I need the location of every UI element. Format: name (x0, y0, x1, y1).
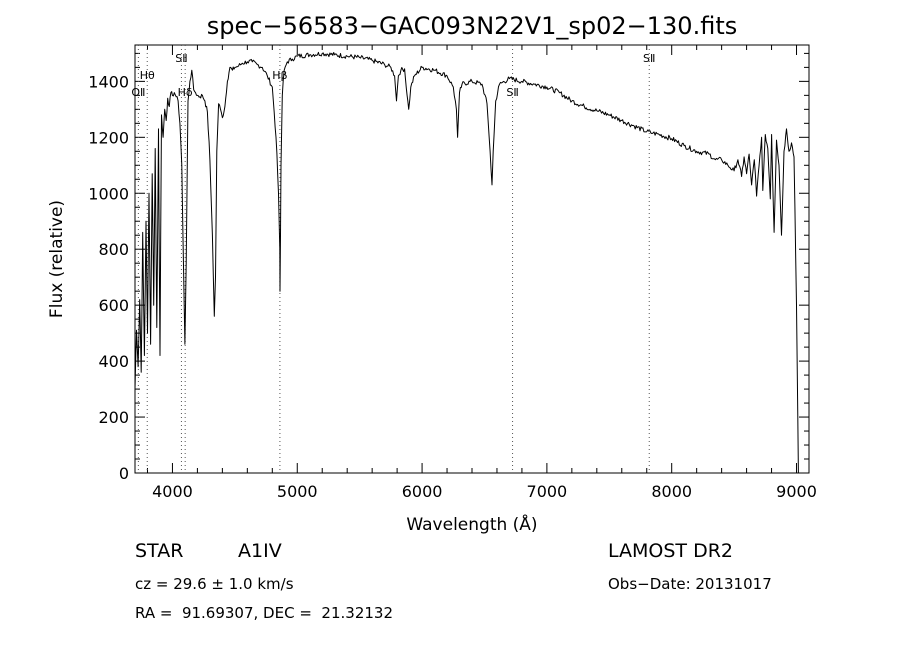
x-tick-label: 4000 (152, 482, 193, 501)
survey-name: LAMOST DR2 (608, 540, 733, 562)
x-tick-label: 6000 (402, 482, 443, 501)
redshift-velocity: cz = 29.6 ± 1.0 km/s (135, 575, 294, 593)
spectral-line-markers (137, 45, 650, 473)
observation-date: Obs−Date: 20131017 (608, 575, 772, 593)
y-tick-label: 1000 (88, 184, 129, 203)
y-axis-label: Flux (relative) (47, 200, 67, 318)
x-axis-label: Wavelength (Å) (406, 513, 537, 535)
x-tick-label: 9000 (776, 482, 817, 501)
y-tick-label: 800 (98, 240, 129, 259)
y-tick-label: 0 (119, 464, 129, 483)
plot-frame (134, 44, 810, 474)
y-tick-label: 400 (98, 352, 129, 371)
object-class: STAR (135, 540, 184, 562)
y-tick-label: 600 (98, 296, 129, 315)
chart-title: spec−56583−GAC093N22V1_sp02−130.fits (207, 12, 737, 40)
y-tick-label: 200 (98, 408, 129, 427)
y-tick-label: 1200 (88, 128, 129, 147)
spectral-line-label: Hθ (140, 69, 155, 82)
spectral-line-label: Hβ (272, 69, 287, 82)
x-tick-label: 5000 (277, 482, 318, 501)
spectral-line-label: Hδ (178, 86, 193, 99)
spectral-line-label: SⅡ (506, 86, 518, 99)
x-tick-label: 7000 (527, 482, 568, 501)
y-tick-label: 1400 (88, 72, 129, 91)
spectral-line-label: SⅡ (643, 52, 655, 65)
spectrum-line (134, 51, 799, 474)
spectral-line-labels: OⅡ Hθ SⅡ Hδ Hβ SⅡ SⅡ (131, 52, 655, 99)
object-subclass: A1IV (238, 540, 282, 562)
sky-coordinates: RA = 91.69307, DEC = 21.32132 (135, 604, 394, 622)
spectral-line-label: SⅡ (175, 52, 187, 65)
spectral-line-label: OⅡ (131, 86, 145, 99)
x-tick-label: 8000 (651, 482, 692, 501)
axis-ticks: 4000 5000 6000 7000 8000 9000 0 200 400 600 800 100… (88, 45, 817, 501)
